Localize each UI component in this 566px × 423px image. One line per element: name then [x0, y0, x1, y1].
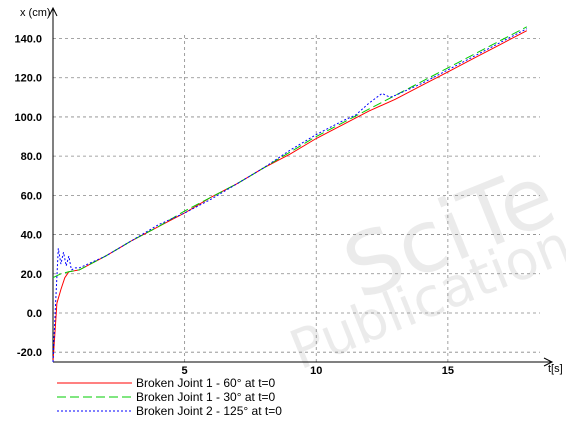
watermark: SciTe Publications — [281, 146, 566, 382]
series-line-2 — [52, 26, 528, 279]
x-tick-label: 15 — [442, 365, 454, 377]
y-axis-arrow — [48, 6, 58, 17]
y-tick-label: 80.0 — [21, 151, 42, 163]
axes — [48, 6, 554, 367]
grid — [53, 35, 540, 362]
y-tick-label: -20.0 — [17, 347, 42, 359]
y-axis-label: x (cm) — [20, 7, 51, 19]
legend-label: Broken Joint 1 - 60° at t=0 — [136, 376, 276, 390]
legend-label: Broken Joint 2 - 125° at t=0 — [136, 404, 282, 418]
x-tick-label: 5 — [182, 365, 188, 377]
y-tick-label: 100.0 — [14, 112, 42, 124]
y-tick-label: 120.0 — [14, 73, 42, 85]
series-lines — [52, 26, 528, 363]
x-axis-ticks: 5 10 15 — [182, 365, 454, 377]
legend-label: Broken Joint 1 - 30° at t=0 — [136, 390, 276, 404]
y-tick-label: 20.0 — [21, 269, 42, 281]
series-line-1 — [52, 30, 528, 363]
y-axis-ticks: -20.0 0.0 20.0 40.0 60.0 80.0 100.0 120.0 140.0 — [14, 34, 42, 360]
x-tick-label: 10 — [310, 365, 322, 377]
y-tick-label: 140.0 — [14, 34, 42, 46]
series-line-3 — [52, 28, 528, 363]
y-tick-label: 40.0 — [21, 230, 42, 242]
x-axis-label: t[s] — [548, 363, 563, 375]
x-axis-arrow — [543, 357, 554, 367]
y-tick-label: 0.0 — [27, 308, 42, 320]
y-tick-label: 60.0 — [21, 190, 42, 202]
